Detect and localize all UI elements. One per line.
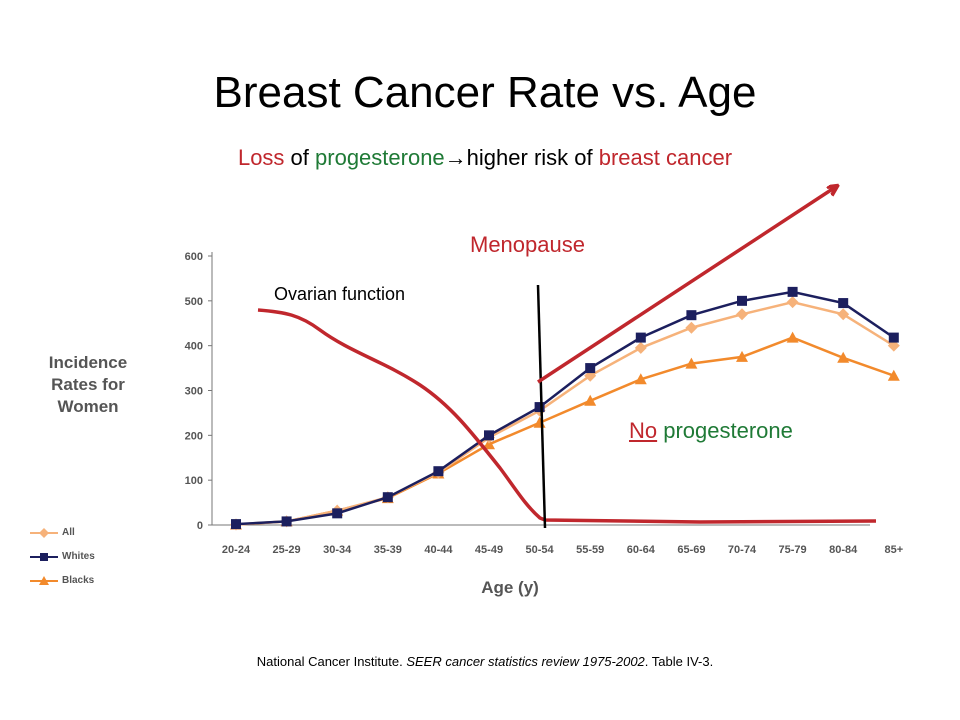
legend-label: Blacks (62, 575, 95, 586)
data-point (231, 519, 241, 530)
source-citation: National Cancer Institute. SEER cancer s… (0, 654, 960, 669)
series-all (230, 296, 900, 531)
x-tick-label: 60-64 (627, 544, 656, 556)
source-org: National Cancer Institute. (256, 654, 407, 669)
x-tick-label: 45-49 (475, 544, 503, 556)
data-point (634, 373, 647, 385)
x-tick-label: 40-44 (424, 544, 453, 556)
y-tick-label: 400 (185, 341, 203, 353)
data-point (635, 332, 646, 343)
x-tick-label: 50-54 (526, 544, 555, 556)
data-point (584, 394, 597, 406)
chart-legend: All Whites Blacks (30, 524, 130, 596)
risk-trend-arrow (537, 188, 834, 384)
x-tick-label: 80-84 (829, 544, 858, 556)
arrow-icon: → (444, 145, 467, 170)
data-point (484, 430, 494, 441)
legend-entry: All (30, 524, 130, 548)
subtitle-progesterone: progesterone (315, 145, 445, 170)
data-point (40, 553, 48, 561)
data-point (736, 350, 748, 362)
y-tick-label: 600 (185, 251, 203, 263)
progesterone-text: progesterone (657, 418, 793, 443)
data-point (534, 402, 545, 413)
data-point (685, 357, 698, 369)
subtitle-loss: Loss (237, 145, 285, 170)
y-tick-label: 0 (197, 520, 203, 532)
subtitle-of: of (284, 145, 316, 170)
source-table: . Table IV-3. (644, 654, 714, 669)
data-point (39, 576, 49, 585)
x-tick-label: 30-34 (323, 544, 352, 556)
data-point (888, 332, 899, 343)
menopause-line (536, 284, 547, 529)
data-point (737, 295, 747, 306)
data-point (786, 331, 799, 343)
legend-entry: Blacks (30, 572, 130, 596)
data-point (736, 308, 748, 321)
data-point (433, 466, 444, 477)
x-tick-label: 75-79 (779, 544, 807, 556)
series-blacks (230, 331, 900, 530)
menopause-label: Menopause (470, 232, 585, 257)
subtitle-breast-cancer: breast cancer (598, 145, 733, 170)
data-point (887, 339, 900, 352)
y-tick-label: 300 (185, 386, 203, 398)
subtitle-higher-risk: higher risk of (466, 145, 599, 170)
y-tick-label: 100 (185, 475, 203, 487)
data-point (332, 508, 343, 519)
y-axis-label: Incidence Rates for Women (48, 353, 128, 416)
data-point (685, 321, 698, 334)
x-tick-label: 55-59 (576, 544, 604, 556)
x-tick-label: 25-29 (273, 544, 301, 556)
data-point (786, 296, 799, 309)
y-tick-label: 500 (185, 296, 203, 308)
legend-label: All (62, 527, 75, 538)
data-point (281, 516, 292, 527)
data-point (838, 298, 849, 309)
data-point (39, 528, 49, 538)
slide-subtitle: Loss of progesterone→higher risk of brea… (0, 145, 960, 171)
x-tick-label: 35-39 (374, 544, 402, 556)
ovarian-function-label: Ovarian function (274, 284, 406, 304)
no-progesterone-label: No progesterone (629, 418, 793, 444)
data-point (787, 286, 798, 297)
legend-label: Whites (62, 551, 95, 562)
x-tick-label: 85+ (884, 544, 903, 556)
data-point (686, 310, 697, 321)
data-point (887, 369, 900, 381)
x-tick-label: 20-24 (222, 544, 251, 556)
data-point (382, 492, 393, 503)
series-whites (231, 286, 899, 530)
ovarian-function-curve (257, 308, 877, 524)
data-point (483, 438, 495, 450)
x-tick-label: 65-69 (677, 544, 705, 556)
legend-entry: Whites (30, 548, 130, 572)
slide-title: Breast Cancer Rate vs. Age (213, 68, 757, 117)
x-axis-label: Age (y) (481, 578, 539, 597)
source-title: SEER cancer statistics review 1975-2002 (406, 654, 645, 669)
data-point (585, 363, 596, 374)
no-text: No (629, 418, 658, 443)
data-point (837, 308, 850, 321)
series-line (235, 300, 895, 526)
data-point (837, 351, 850, 363)
data-point (634, 341, 647, 354)
series-line (235, 290, 895, 526)
y-tick-label: 200 (185, 430, 203, 442)
x-tick-label: 70-74 (728, 544, 757, 556)
